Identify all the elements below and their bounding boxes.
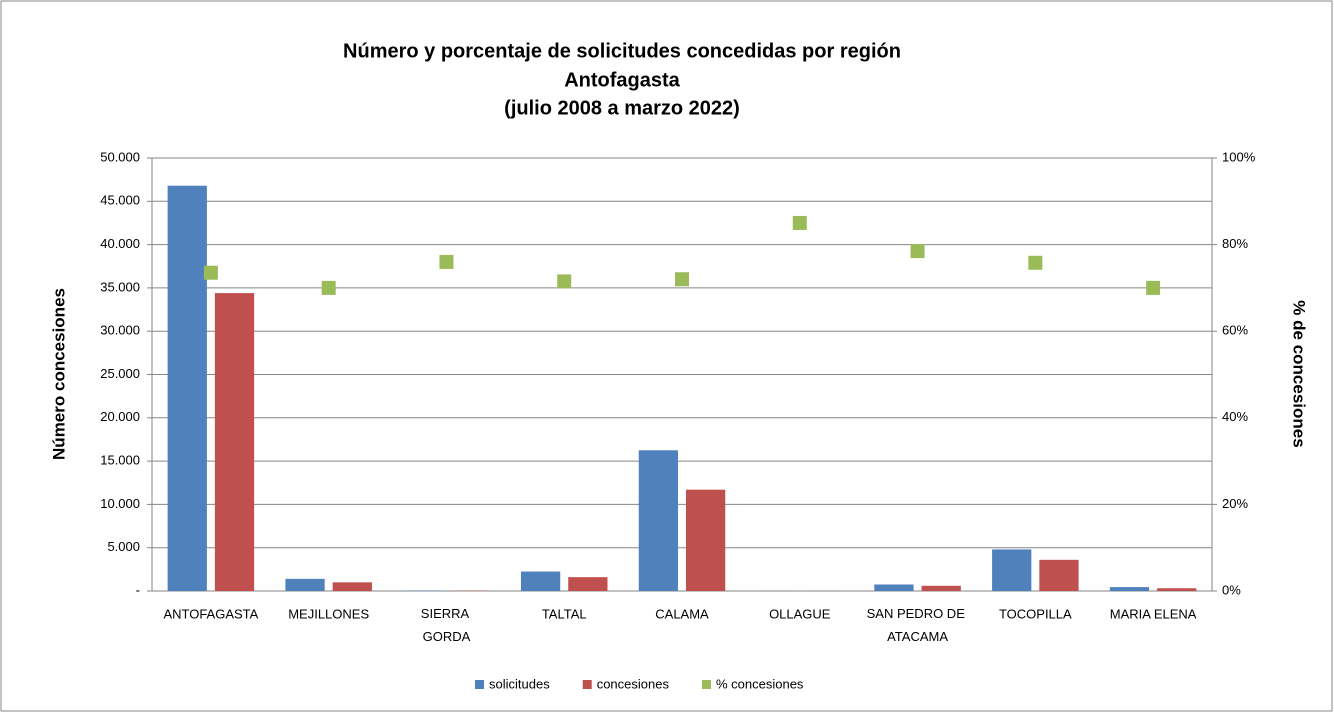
y2-tick-label: 20% (1222, 496, 1248, 511)
x-tick-label: ANTOFAGASTA (163, 606, 258, 621)
y2-tick-label: 100% (1222, 149, 1256, 164)
bar (1109, 587, 1150, 591)
y2-tick-label: 0% (1222, 582, 1241, 597)
chart-title: Número y porcentaje de solicitudes conce… (343, 40, 901, 62)
bar (921, 585, 961, 591)
bar (874, 584, 914, 591)
y-tick-label: 45.000 (100, 193, 140, 208)
x-tick-label: SAN PEDRO DE ATACAMA (867, 606, 969, 644)
bar (1039, 559, 1079, 591)
marker (1146, 280, 1161, 295)
marker (792, 215, 807, 230)
marker (1028, 255, 1043, 270)
legend-label: solicitudes (489, 676, 550, 691)
x-tick-label: TALTAL (542, 606, 587, 621)
marker (910, 244, 925, 259)
marker (203, 265, 218, 280)
y-tick-label: - (136, 582, 140, 597)
y-axis-label: Número concesiones (49, 288, 68, 460)
y-tick-label: 50.000 (100, 149, 140, 164)
x-tick-label: OLLAGUE (769, 606, 831, 621)
legend-label: concesiones (597, 676, 670, 691)
y-tick-label: 5.000 (107, 539, 140, 554)
marker (675, 272, 689, 287)
marker (557, 274, 572, 289)
bar (214, 293, 255, 591)
x-tick-label: MARIA ELENA (1110, 606, 1197, 621)
legend-swatch (701, 680, 711, 689)
y-tick-label: 20.000 (100, 409, 140, 424)
y2-tick-label: 40% (1222, 409, 1248, 424)
bar (638, 450, 678, 591)
chart-title: Antofagasta (564, 69, 680, 91)
y-tick-label: 10.000 (100, 496, 140, 511)
y2-tick-label: 60% (1222, 323, 1248, 338)
bar (520, 571, 561, 591)
bar (686, 489, 726, 591)
x-tick-label: MEJILLONES (288, 606, 369, 621)
y-tick-label: 35.000 (100, 279, 140, 294)
bar (992, 549, 1032, 591)
y-tick-label: 40.000 (100, 236, 140, 251)
bar (568, 577, 608, 591)
legend-label: % concesiones (716, 676, 804, 691)
legend-swatch (475, 680, 484, 689)
y-tick-label: 25.000 (100, 366, 140, 381)
marker (321, 280, 336, 295)
bar (285, 578, 325, 591)
bar (167, 185, 207, 591)
legend-swatch (582, 680, 592, 689)
x-tick-label: CALAMA (655, 606, 709, 621)
y2-tick-label: 80% (1222, 236, 1248, 251)
marker (439, 254, 454, 269)
x-tick-label: SIERRA GORDA (421, 606, 472, 644)
bar (1157, 588, 1197, 591)
x-tick-label: TOCOPILLA (999, 606, 1072, 621)
chart-title: (julio 2008 a marzo 2022) (504, 97, 740, 119)
y2-axis-label: % de concesiones (1290, 300, 1309, 447)
y-tick-label: 30.000 (100, 323, 140, 338)
y-tick-label: 15.000 (100, 453, 140, 468)
bar (332, 582, 372, 591)
